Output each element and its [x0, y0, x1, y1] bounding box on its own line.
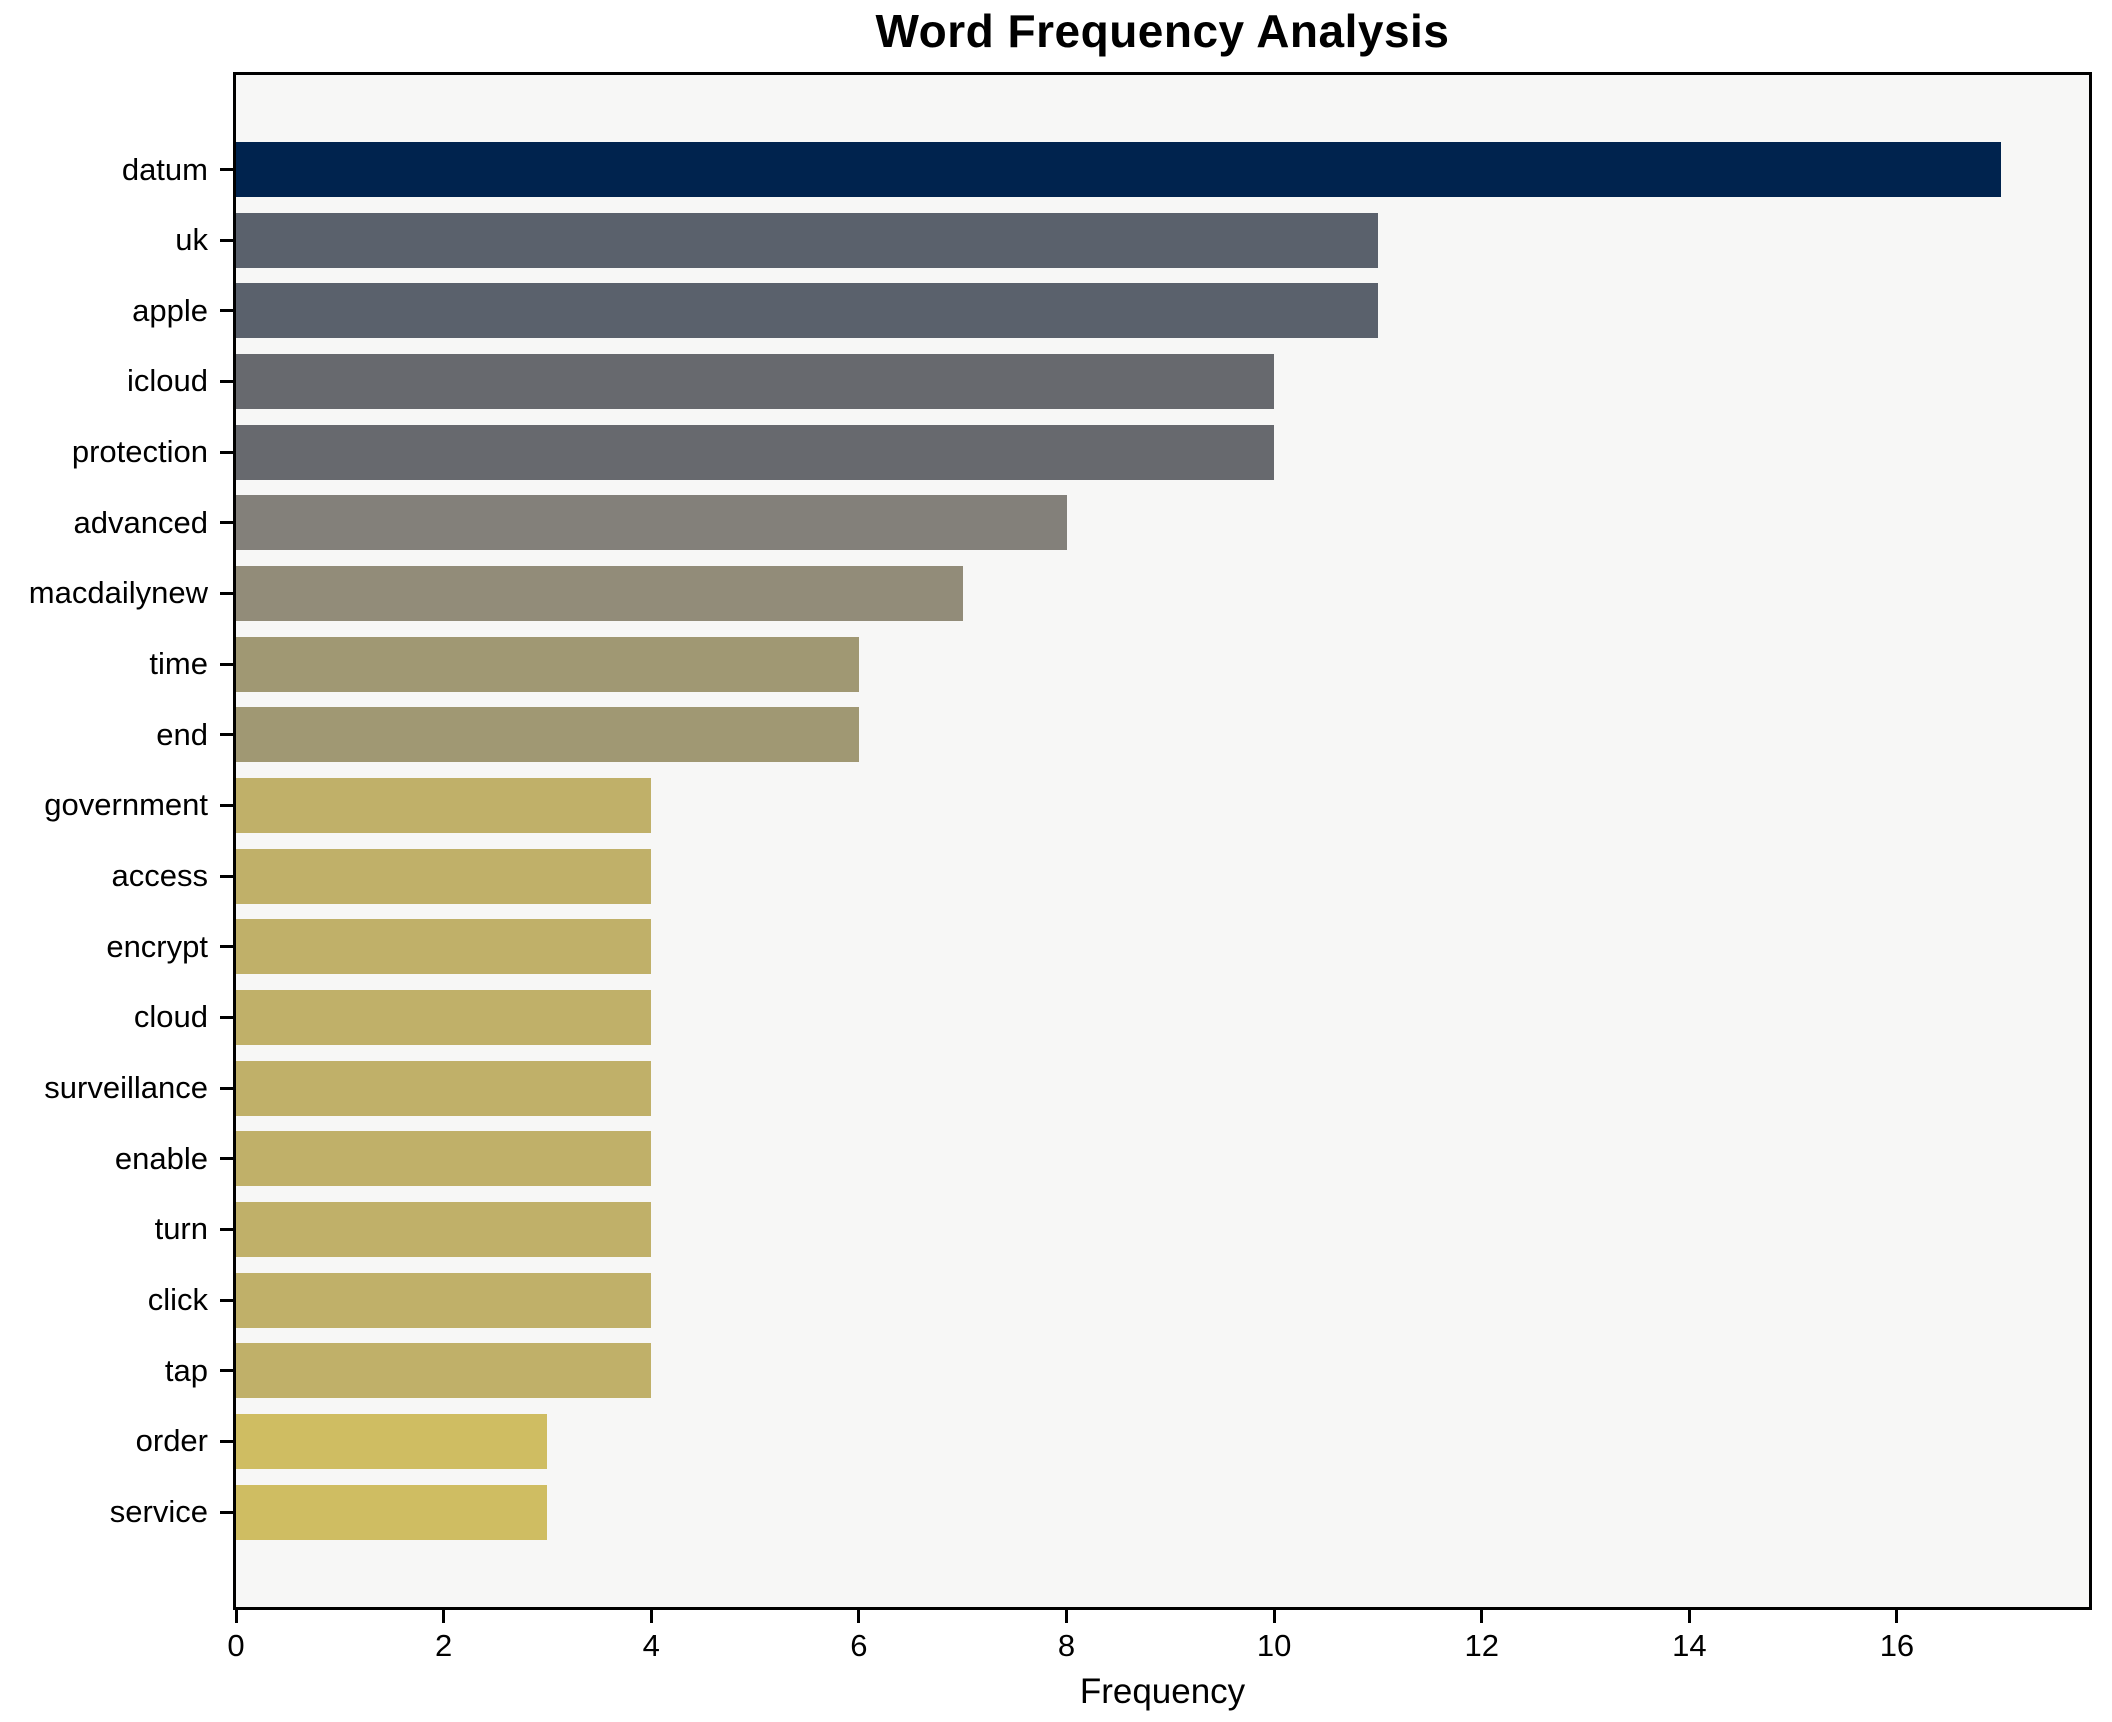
y-tick-label-apple: apple [132, 292, 208, 328]
y-tick-label-enable: enable [114, 1140, 208, 1176]
x-tick-mark [1272, 1610, 1276, 1623]
y-tick-label-protection: protection [71, 434, 208, 470]
x-axis-label: Frequency [1079, 1672, 1246, 1711]
y-tick-label-icloud: icloud [127, 363, 208, 399]
bar-order [236, 1413, 548, 1469]
x-tick-label-14: 14 [1672, 1628, 1707, 1663]
chart-title: Word Frequency Analysis [875, 5, 1450, 57]
bar-uk [236, 212, 1378, 268]
y-tick-label-order: order [135, 1423, 208, 1459]
y-tick-label-turn: turn [154, 1211, 208, 1247]
x-tick-mark [442, 1610, 446, 1623]
x-tick-mark [1895, 1610, 1899, 1623]
y-tick-label-click: click [147, 1282, 208, 1318]
y-tick-mark [220, 945, 233, 949]
x-tick-mark [857, 1610, 861, 1623]
bar-advanced [236, 495, 1067, 551]
y-tick-label-tap: tap [164, 1352, 208, 1388]
bar-protection [236, 424, 1275, 480]
bar-enable [236, 1131, 652, 1187]
bar-encrypt [236, 919, 652, 975]
y-tick-mark [220, 1439, 233, 1443]
bar-cloud [236, 989, 652, 1045]
x-tick-label-16: 16 [1879, 1628, 1915, 1663]
bar-tap [236, 1343, 652, 1399]
y-tick-mark [220, 1298, 233, 1302]
y-tick-mark [220, 238, 233, 242]
y-tick-mark [220, 874, 233, 878]
y-tick-label-advanced: advanced [73, 504, 208, 540]
y-tick-label-access: access [111, 858, 208, 894]
bar-surveillance [236, 1060, 652, 1116]
bar-macdailynew [236, 565, 963, 621]
x-tick-mark [649, 1610, 653, 1623]
bar-time [236, 636, 859, 692]
bar-click [236, 1272, 652, 1328]
bar-service [236, 1484, 548, 1540]
y-tick-mark [220, 591, 233, 595]
y-tick-label-uk: uk [175, 222, 208, 258]
x-tick-label-6: 6 [850, 1628, 868, 1663]
bar-datum [236, 142, 2001, 197]
plot-area [233, 72, 2092, 1610]
y-tick-mark [220, 1227, 233, 1231]
y-tick-label-cloud: cloud [133, 999, 208, 1035]
y-tick-mark [220, 1015, 233, 1019]
y-tick-label-service: service [109, 1494, 208, 1530]
y-tick-mark [220, 1086, 233, 1090]
x-tick-label-4: 4 [642, 1628, 660, 1663]
y-tick-mark [220, 1157, 233, 1161]
y-tick-label-surveillance: surveillance [44, 1070, 208, 1106]
y-tick-label-government: government [44, 787, 208, 823]
y-tick-mark [220, 662, 233, 666]
y-tick-label-encrypt: encrypt [106, 928, 208, 964]
y-tick-mark [220, 1369, 233, 1373]
bar-access [236, 848, 652, 904]
y-tick-mark [220, 309, 233, 313]
y-tick-mark [220, 733, 233, 737]
bar-turn [236, 1201, 652, 1257]
y-tick-mark [220, 803, 233, 807]
x-tick-mark [1480, 1610, 1484, 1623]
y-tick-mark [220, 450, 233, 454]
x-tick-mark [234, 1610, 238, 1623]
x-tick-label-10: 10 [1256, 1628, 1292, 1663]
y-tick-label-datum: datum [121, 151, 208, 187]
x-tick-label-12: 12 [1464, 1628, 1499, 1663]
y-tick-label-macdailynew: macdailynew [28, 575, 208, 611]
bar-end [236, 707, 859, 763]
x-tick-label-0: 0 [227, 1628, 245, 1663]
bar-government [236, 777, 652, 833]
x-tick-mark [1064, 1610, 1068, 1623]
y-tick-mark [220, 168, 233, 171]
bar-icloud [236, 353, 1275, 409]
bar-apple [236, 283, 1378, 339]
y-tick-label-time: time [149, 646, 208, 682]
y-tick-mark [220, 1510, 233, 1514]
y-tick-label-end: end [156, 716, 208, 752]
x-tick-label-8: 8 [1057, 1628, 1076, 1663]
x-tick-mark [1687, 1610, 1691, 1623]
y-tick-mark [220, 379, 233, 383]
y-tick-mark [220, 521, 233, 525]
x-tick-label-2: 2 [434, 1628, 453, 1663]
